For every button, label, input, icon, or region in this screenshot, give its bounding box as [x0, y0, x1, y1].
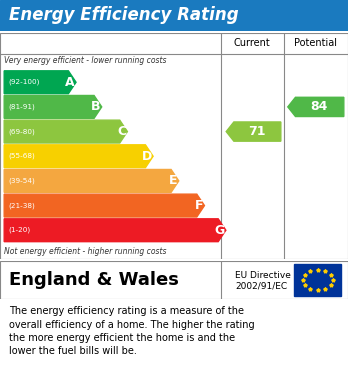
Text: 84: 84 — [311, 100, 328, 113]
Polygon shape — [226, 122, 281, 141]
Text: EU Directive: EU Directive — [235, 271, 291, 280]
Text: Current: Current — [234, 38, 271, 48]
Polygon shape — [4, 71, 76, 94]
Text: 71: 71 — [248, 125, 266, 138]
Text: Potential: Potential — [294, 38, 337, 48]
Text: 2002/91/EC: 2002/91/EC — [235, 282, 287, 291]
Text: Not energy efficient - higher running costs: Not energy efficient - higher running co… — [4, 247, 167, 256]
Text: (92-100): (92-100) — [8, 79, 40, 86]
Text: (1-20): (1-20) — [8, 227, 31, 233]
Text: (39-54): (39-54) — [8, 178, 35, 184]
Polygon shape — [4, 95, 102, 118]
Polygon shape — [4, 194, 205, 217]
Text: A: A — [65, 76, 74, 89]
Polygon shape — [288, 97, 344, 117]
Text: England & Wales: England & Wales — [9, 271, 179, 289]
Text: C: C — [117, 125, 126, 138]
Polygon shape — [4, 169, 179, 192]
Text: B: B — [91, 100, 100, 113]
Text: F: F — [195, 199, 203, 212]
Polygon shape — [4, 219, 226, 242]
Text: G: G — [214, 224, 224, 237]
Polygon shape — [4, 145, 153, 168]
Polygon shape — [4, 120, 127, 143]
Text: The energy efficiency rating is a measure of the
overall efficiency of a home. T: The energy efficiency rating is a measur… — [9, 306, 254, 356]
Text: (81-91): (81-91) — [8, 104, 35, 110]
Text: D: D — [141, 150, 152, 163]
Text: Energy Efficiency Rating: Energy Efficiency Rating — [9, 6, 238, 25]
Text: (21-38): (21-38) — [8, 202, 35, 209]
Text: Very energy efficient - lower running costs: Very energy efficient - lower running co… — [4, 56, 167, 65]
Text: E: E — [169, 174, 177, 187]
Text: (69-80): (69-80) — [8, 128, 35, 135]
Bar — [294, 264, 341, 296]
Text: (55-68): (55-68) — [8, 153, 35, 160]
